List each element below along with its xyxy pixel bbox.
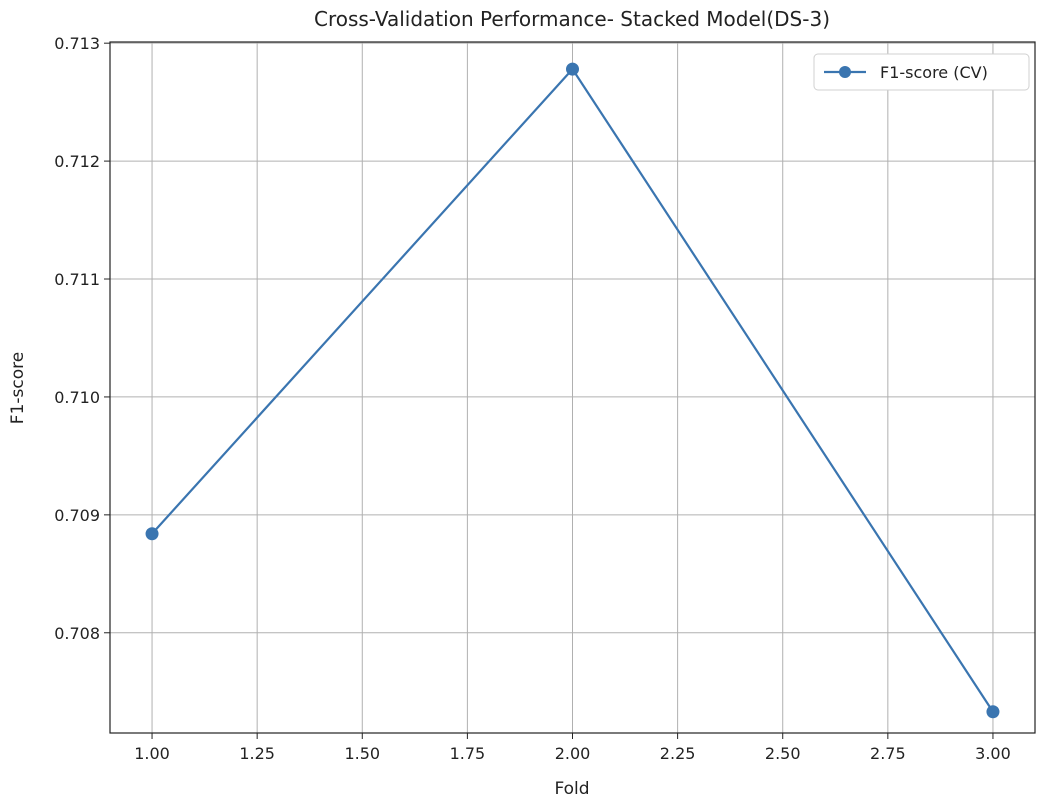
- chart-title: Cross-Validation Performance- Stacked Mo…: [314, 7, 830, 31]
- y-tick-label: 0.713: [54, 34, 100, 53]
- y-tick-label: 0.709: [54, 506, 100, 525]
- legend-marker: [839, 66, 851, 78]
- grid-lines: [110, 42, 1035, 733]
- y-tick-label: 0.712: [54, 152, 100, 171]
- x-tick-label: 2.25: [660, 744, 696, 763]
- data-point: [145, 527, 159, 541]
- x-tick-label: 1.25: [239, 744, 275, 763]
- legend-box: [813, 53, 1030, 91]
- x-tick-label: 1.50: [344, 744, 380, 763]
- x-tick-label: 1.00: [134, 744, 170, 763]
- data-point: [986, 705, 1000, 719]
- y-axis-title: F1-score: [8, 352, 28, 424]
- x-tick-label: 2.75: [870, 744, 906, 763]
- axis-ticks: 1.00 1.25 1.50 1.75 2.00 2.25 2.50 2.75 3.00 0.70…: [54, 34, 1011, 763]
- x-tick-label: 1.75: [450, 744, 486, 763]
- y-tick-label: 0.710: [54, 388, 100, 407]
- x-tick-label: 2.00: [555, 744, 591, 763]
- legend: F1-score (CV): [813, 53, 1030, 91]
- y-tick-label: 0.711: [54, 270, 100, 289]
- legend-label: F1-score (CV): [880, 63, 988, 82]
- y-tick-label: 0.708: [54, 624, 100, 643]
- x-axis-title: Fold: [554, 779, 589, 799]
- series-layer: [145, 62, 1000, 719]
- data-point: [566, 62, 579, 76]
- x-tick-label: 2.50: [765, 744, 801, 763]
- x-tick-label: 3.00: [975, 744, 1011, 763]
